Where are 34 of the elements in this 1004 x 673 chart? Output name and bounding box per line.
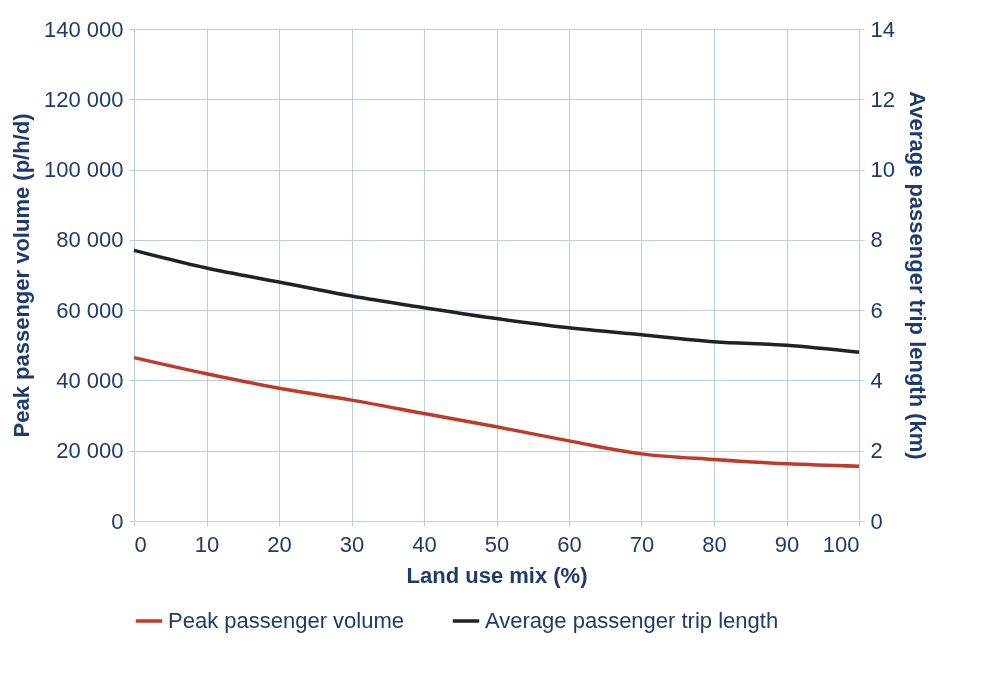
y2-tick-label: 4 bbox=[870, 367, 883, 393]
y-tick-label: 40 000 bbox=[56, 367, 124, 393]
y2-tick-label: 14 bbox=[870, 16, 895, 42]
y2-axis-title: Average passenger trip length (km) bbox=[904, 91, 930, 460]
line-series bbox=[132, 248, 861, 355]
y2-tick-label: 6 bbox=[870, 297, 883, 323]
y-axis-title: Peak passenger volume (p/h/d) bbox=[8, 113, 34, 438]
y-tick-label: 100 000 bbox=[43, 157, 124, 183]
x-tick-label: 60 bbox=[557, 531, 582, 557]
x-tick-label: 10 bbox=[194, 531, 220, 557]
x-tick-label: 80 bbox=[702, 531, 727, 557]
x-tick-label: 0 bbox=[134, 531, 147, 557]
x-tick-label: 70 bbox=[629, 531, 655, 557]
y-tick-label: 120 000 bbox=[43, 86, 124, 112]
y-tick-label: 20 000 bbox=[56, 438, 124, 464]
y2-tick-label: 12 bbox=[870, 86, 895, 112]
y-tick-label: 0 bbox=[111, 508, 124, 534]
y2-tick-label: 10 bbox=[870, 157, 895, 183]
line-series bbox=[132, 355, 861, 468]
y-tick-label: 140 000 bbox=[43, 16, 124, 42]
x-tick-label: 90 bbox=[774, 531, 800, 557]
y2-tick-label: 2 bbox=[870, 438, 883, 464]
legend-label: Peak passenger volume bbox=[168, 608, 405, 633]
y-tick-label: 60 000 bbox=[56, 297, 124, 323]
x-tick-label: 100 bbox=[822, 531, 860, 557]
x-tick-label: 30 bbox=[339, 531, 365, 557]
y-tick-label: 80 000 bbox=[56, 227, 124, 253]
y2-tick-label: 0 bbox=[870, 508, 883, 534]
x-tick-label: 20 bbox=[267, 531, 292, 557]
y2-tick-label: 8 bbox=[870, 227, 883, 253]
x-tick-label: 50 bbox=[484, 531, 510, 557]
legend-label: Average passenger trip length bbox=[485, 608, 779, 633]
x-axis-title: Land use mix (%) bbox=[406, 562, 588, 588]
x-tick-label: 40 bbox=[412, 531, 437, 557]
